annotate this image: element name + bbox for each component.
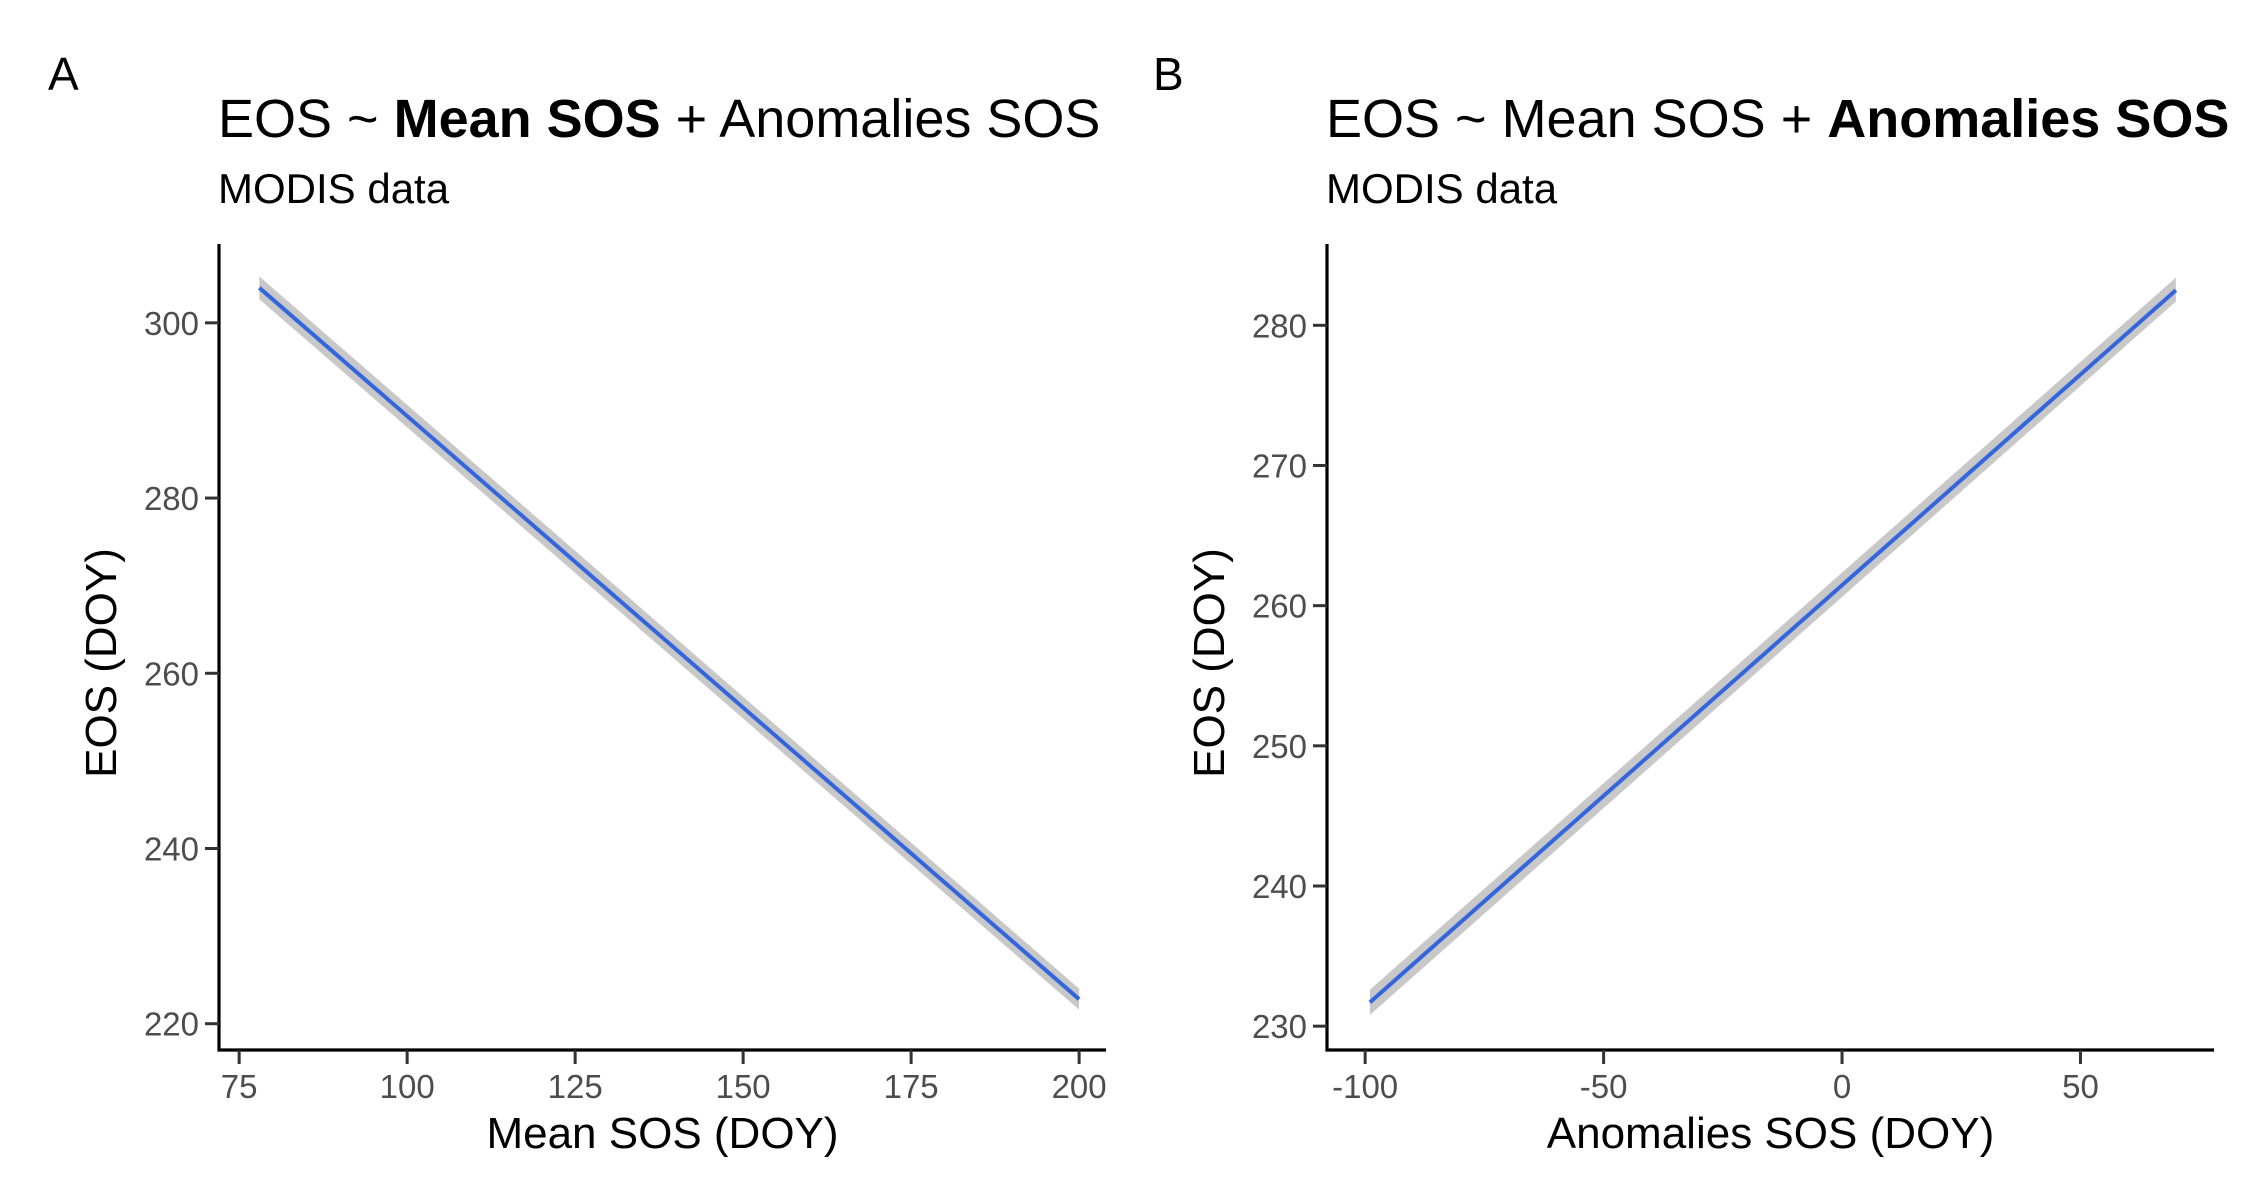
chart-subtitle: MODIS data [1326,165,1558,212]
title-part: Mean SOS [394,89,661,149]
y-axis-title: EOS (DOY) [1185,548,1234,778]
y-tick-label: 280 [1252,307,1307,344]
x-axis-title: Mean SOS (DOY) [486,1109,838,1158]
y-tick-label: 220 [144,1006,199,1043]
x-tick-label: 200 [1052,1068,1107,1105]
x-tick-label: 125 [548,1068,603,1105]
x-tick-label: 50 [2062,1068,2099,1105]
y-tick-label: 260 [144,655,199,692]
y-tick-label: 280 [144,480,199,517]
y-tick-label: 260 [1252,588,1307,625]
x-tick-label: 0 [1833,1068,1851,1105]
chart-title: EOS ~ Mean SOS + Anomalies SOS [218,89,1100,149]
y-tick-label: 240 [144,831,199,868]
y-tick-label: 300 [144,305,199,342]
panel-a: A EOS ~ Mean SOS + Anomalies SOS MODIS dat… [48,48,1107,1158]
x-tick-label: -100 [1332,1068,1398,1105]
x-tick-label: 100 [380,1068,435,1105]
panel-b: B EOS ~ Mean SOS + Anomalies SOS MODIS dat… [1153,48,2229,1158]
y-tick-label: 230 [1252,1008,1307,1045]
title-part: + Anomalies SOS [661,89,1101,149]
y-tick-label: 250 [1252,728,1307,765]
y-tick-label: 240 [1252,868,1307,905]
x-axis-title: Anomalies SOS (DOY) [1547,1109,1994,1158]
chart-title: EOS ~ Mean SOS + Anomalies SOS [1326,89,2229,149]
y-axis-title: EOS (DOY) [77,548,126,778]
y-tick-label: 270 [1252,447,1307,484]
title-part: Anomalies SOS [1827,89,2229,149]
panel-tag: A [48,48,79,100]
x-tick-label: -50 [1580,1068,1628,1105]
x-tick-label: 175 [884,1068,939,1105]
x-tick-label: 150 [716,1068,771,1105]
chart-subtitle: MODIS data [218,165,450,212]
fit-line [258,286,1081,1001]
title-part: EOS ~ [218,89,394,149]
panel-tag: B [1153,48,1184,100]
title-part: EOS ~ Mean SOS + [1326,89,1827,149]
x-tick-label: 75 [221,1068,258,1105]
fit-line [1368,288,2178,1004]
